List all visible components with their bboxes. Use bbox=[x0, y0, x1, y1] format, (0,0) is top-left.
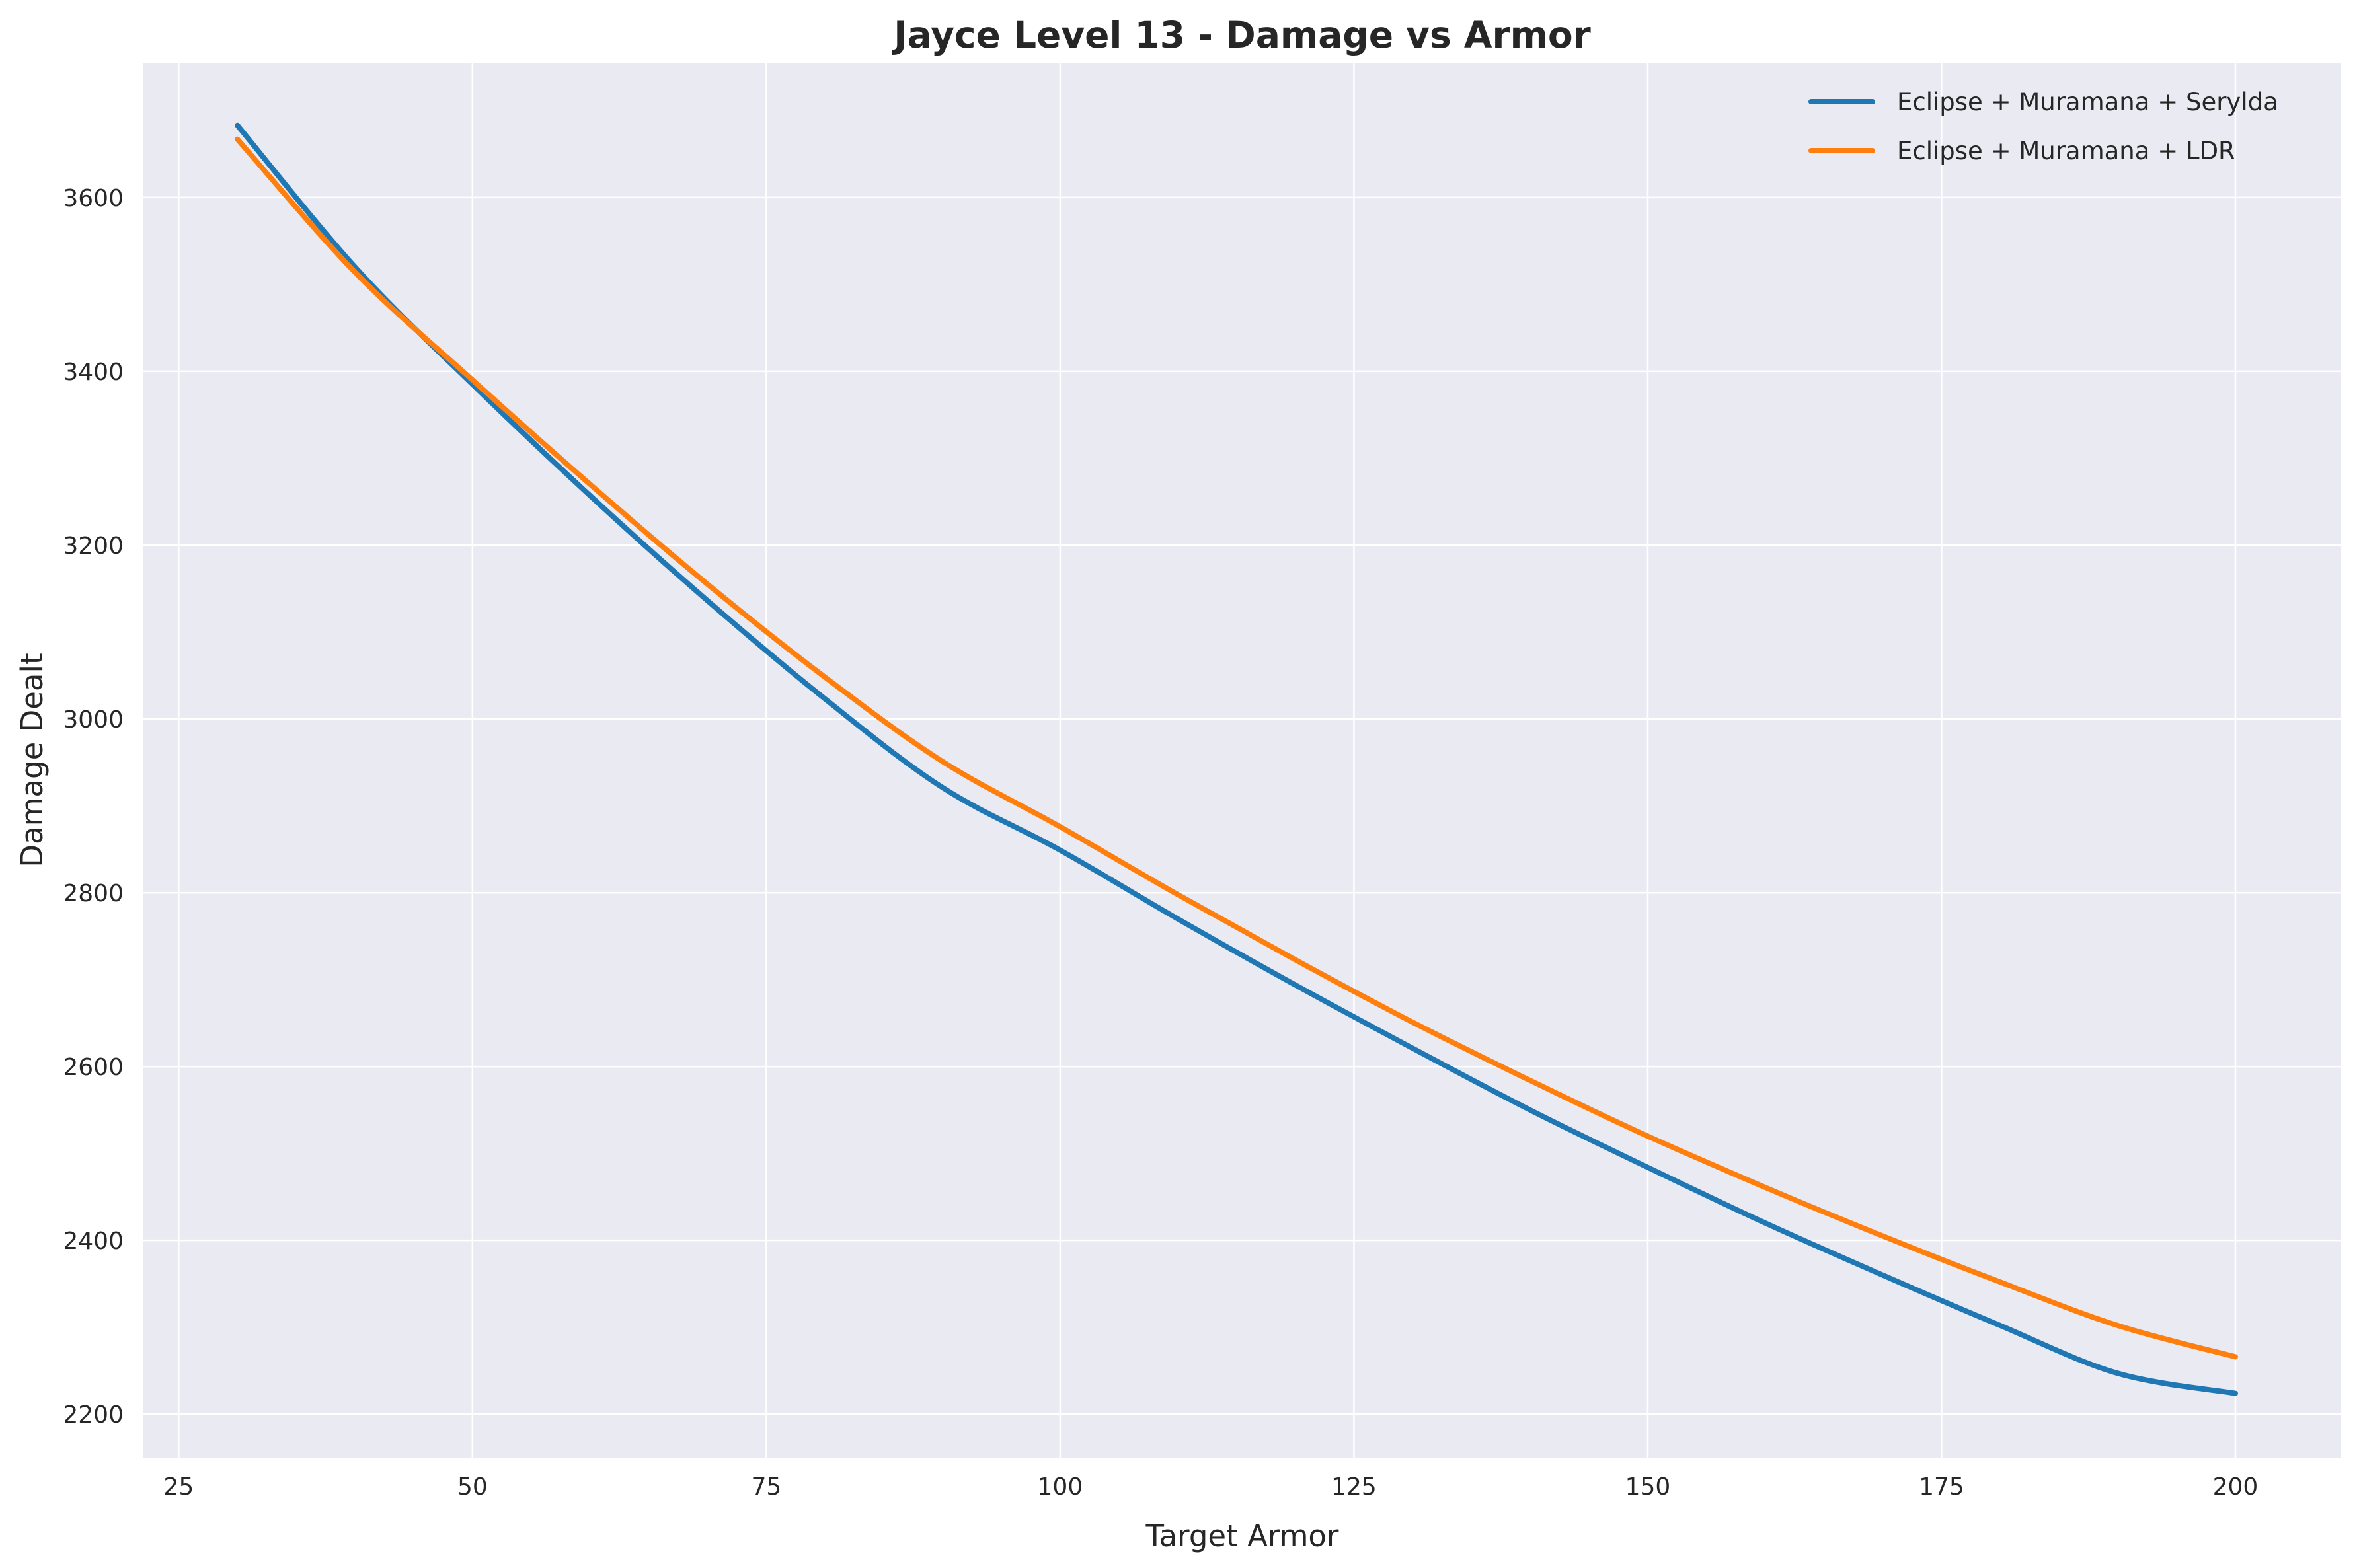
y-tick-label: 3400 bbox=[63, 359, 124, 386]
x-tick-label: 125 bbox=[1331, 1474, 1377, 1501]
ticks: 25 50 75 100 125 150 175 200 2200 2400 2600 2800 300… bbox=[63, 185, 2258, 1501]
y-tick-label: 2800 bbox=[63, 880, 124, 907]
series-layer bbox=[235, 122, 2238, 1396]
chart-title: Jayce Level 13 - Damage vs Armor bbox=[891, 14, 1591, 56]
plot-area bbox=[143, 63, 2341, 1458]
x-tick-label: 150 bbox=[1625, 1474, 1671, 1501]
x-tick-label: 50 bbox=[457, 1474, 488, 1501]
grid bbox=[143, 63, 2341, 1458]
y-tick-label: 2400 bbox=[63, 1228, 124, 1255]
y-axis-label: Damage Dealt bbox=[15, 653, 50, 867]
y-tick-label: 3600 bbox=[63, 185, 124, 212]
x-tick-label: 25 bbox=[163, 1474, 194, 1501]
series-line-2 bbox=[235, 136, 2238, 1360]
series-line-1 bbox=[235, 122, 2238, 1396]
y-tick-label: 2200 bbox=[63, 1401, 124, 1429]
legend-label-2: Eclipse + Muramana + LDR bbox=[1897, 137, 2235, 165]
x-tick-label: 175 bbox=[1919, 1474, 1964, 1501]
legend: Eclipse + Muramana + Serylda Eclipse + Mu… bbox=[1808, 88, 2278, 165]
x-tick-label: 100 bbox=[1038, 1474, 1083, 1501]
y-tick-label: 2600 bbox=[63, 1054, 124, 1081]
legend-label-1: Eclipse + Muramana + Serylda bbox=[1897, 88, 2278, 116]
x-tick-label: 75 bbox=[751, 1474, 781, 1501]
y-tick-label: 3200 bbox=[63, 533, 124, 560]
x-tick-label: 200 bbox=[2213, 1474, 2259, 1501]
x-axis-label: Target Armor bbox=[1145, 1518, 1339, 1553]
y-tick-label: 3000 bbox=[63, 706, 124, 733]
